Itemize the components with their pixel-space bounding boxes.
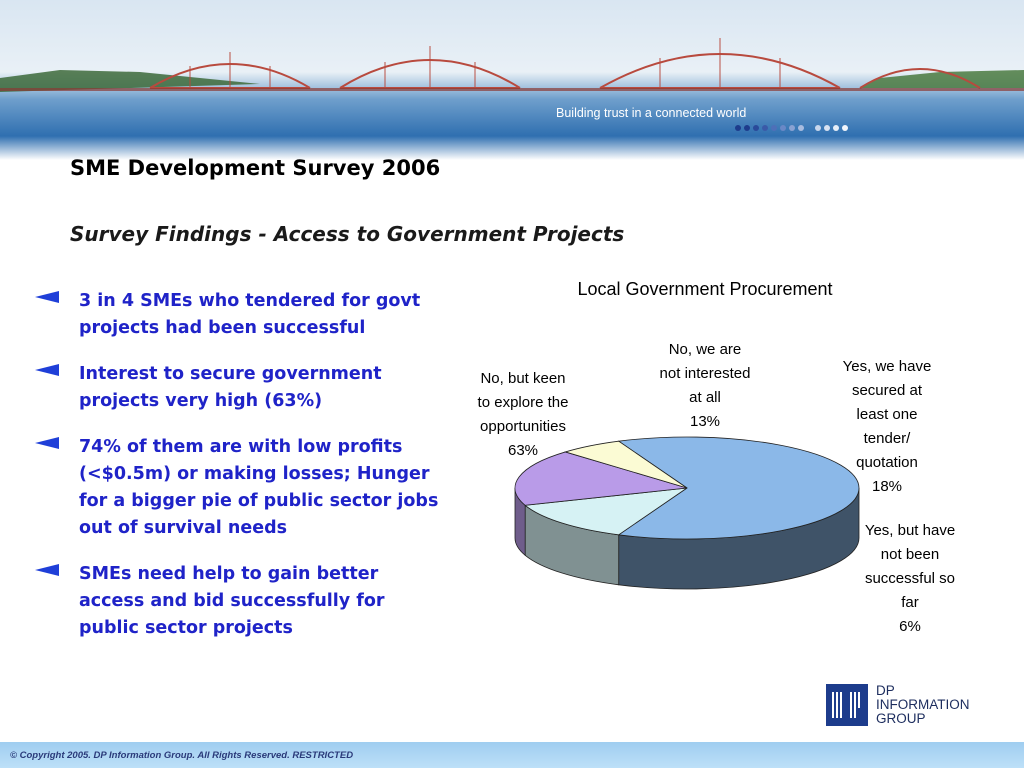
chart-title: Local Government Procurement: [577, 279, 832, 299]
bridge-banner-image: [0, 0, 1024, 160]
dp-information-group-logo: DP INFORMATION GROUP: [826, 684, 986, 728]
finding-item: Interest to secure government projects v…: [30, 361, 440, 415]
finding-text: 74% of them are with low profits (<$0.5m…: [79, 437, 439, 538]
slide-subtitle: Survey Findings - Access to Government P…: [70, 222, 625, 246]
arrow-left-icon: [35, 364, 59, 376]
procurement-pie-chart: Local Government Procurement No, but kee…: [478, 279, 956, 635]
dp-logo-icon: [826, 684, 868, 726]
slide-title: SME Development Survey 2006: [70, 156, 441, 180]
finding-item: SMEs need help to gain better access and…: [30, 561, 440, 642]
arrow-left-icon: [35, 437, 59, 449]
copyright-notice: © Copyright 2005. DP Information Group. …: [10, 750, 354, 761]
pie-slice-label: No, but keen to explore the opportunities 6…: [478, 370, 569, 459]
logo-line: INFORMATION: [876, 697, 970, 712]
pie-slice-label: No, we are not interested at all 13%: [660, 341, 751, 430]
finding-text: Interest to secure government projects v…: [79, 364, 382, 411]
findings-list: 3 in 4 SMEs who tendered for govt projec…: [30, 288, 440, 661]
pie-depth: [514, 487, 860, 590]
finding-item: 3 in 4 SMEs who tendered for govt projec…: [30, 288, 440, 342]
finding-text: 3 in 4 SMEs who tendered for govt projec…: [79, 291, 421, 338]
logo-line: DP: [876, 683, 895, 698]
pie-labels: No, but keen to explore the opportunities 6…: [478, 341, 956, 635]
arrow-left-icon: [35, 291, 59, 303]
logo-wordmark: DP INFORMATION GROUP: [876, 684, 970, 726]
footer-bar: © Copyright 2005. DP Information Group. …: [0, 742, 1024, 768]
pie-slice: [514, 451, 688, 506]
banner-tagline: Building trust in a connected world: [556, 106, 747, 120]
pie-slice-label: Yes, we have secured at least one tender/qu…: [843, 358, 932, 495]
finding-text: SMEs need help to gain better access and…: [79, 564, 385, 638]
pie-slices: [514, 436, 860, 540]
finding-item: 74% of them are with low profits (<$0.5m…: [30, 434, 440, 542]
progress-dots-decoration: [735, 125, 848, 131]
logo-line: GROUP: [876, 711, 926, 726]
arrow-left-icon: [35, 564, 59, 576]
pie-slice: [563, 440, 688, 489]
pie-slice: [617, 436, 860, 540]
pie-slice-label: Yes, but have not been successful so far 6%: [865, 522, 955, 635]
pie-slice: [524, 487, 688, 536]
